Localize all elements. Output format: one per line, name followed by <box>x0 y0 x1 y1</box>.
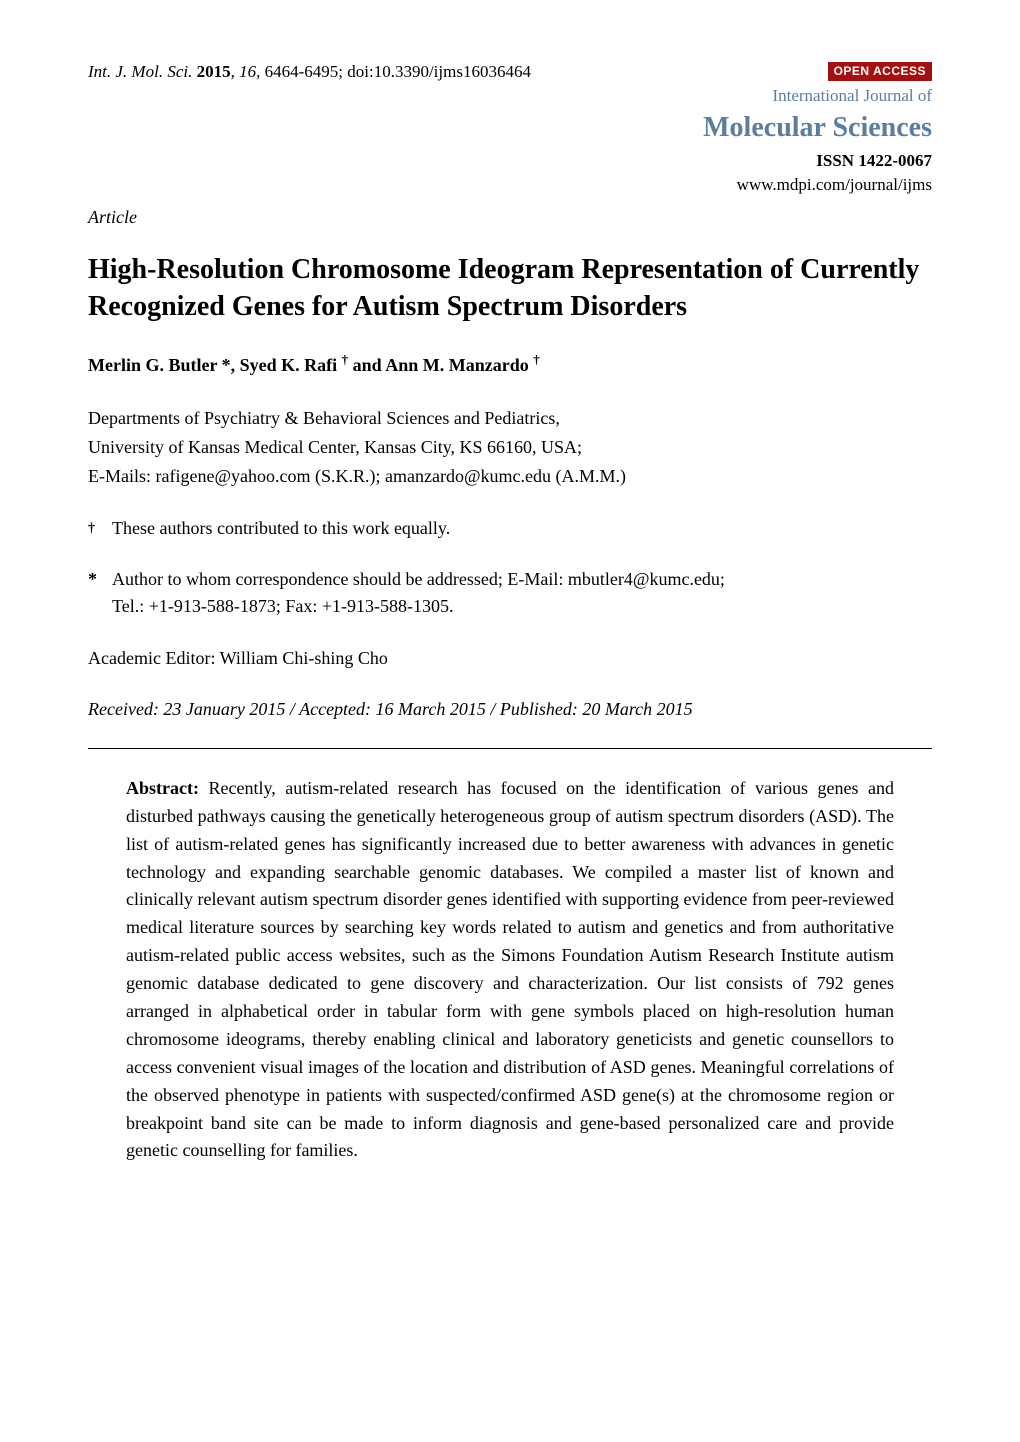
footnote-star-sym: * <box>88 566 112 620</box>
journal-pages: 6464-6495 <box>265 62 339 81</box>
footnote-star-line-1: Author to whom correspondence should be … <box>112 566 725 593</box>
affiliation-line-2: University of Kansas Medical Center, Kan… <box>88 433 932 462</box>
author-1: Merlin G. Butler *, <box>88 355 240 375</box>
open-access-badge: OPEN ACCESS <box>828 62 932 81</box>
footnote-star-line-2: Tel.: +1-913-588-1873; Fax: +1-913-588-1… <box>112 593 725 620</box>
journal-doi: doi:10.3390/ijms16036464 <box>347 62 531 81</box>
author-3: Ann M. Manzardo <box>385 355 533 375</box>
authors: Merlin G. Butler *, Syed K. Rafi † and A… <box>88 351 932 378</box>
journal-brand: OPEN ACCESS International Journal of Mol… <box>703 60 932 197</box>
footnote-star-text: Author to whom correspondence should be … <box>112 566 725 620</box>
affiliation-line-3: E-Mails: rafigene@yahoo.com (S.K.R.); am… <box>88 462 932 491</box>
journal-issn: ISSN 1422-0067 <box>703 149 932 173</box>
article-dates: Received: 23 January 2015 / Accepted: 16… <box>88 697 932 722</box>
author-and: and <box>348 355 385 375</box>
page-header: Int. J. Mol. Sci. 2015, 16, 6464-6495; d… <box>88 60 932 197</box>
affiliation-line-1: Departments of Psychiatry & Behavioral S… <box>88 404 932 433</box>
journal-url: www.mdpi.com/journal/ijms <box>703 173 932 197</box>
academic-editor: Academic Editor: William Chi-shing Cho <box>88 646 932 671</box>
journal-title-prefix: International Journal of <box>703 84 932 108</box>
affiliation: Departments of Psychiatry & Behavioral S… <box>88 404 932 490</box>
divider <box>88 748 932 749</box>
author-2: Syed K. Rafi <box>240 355 342 375</box>
footnote-star: * Author to whom correspondence should b… <box>88 566 932 620</box>
article-type: Article <box>88 205 932 230</box>
author-3-sym: † <box>533 352 540 367</box>
footnote-dagger: † These authors contributed to this work… <box>88 515 932 542</box>
journal-title-main: Molecular Sciences <box>703 108 932 147</box>
journal-volume: 16 <box>239 62 256 81</box>
footnote-dagger-sym: † <box>88 515 112 542</box>
abstract-text: Recently, autism-related research has fo… <box>126 778 894 1161</box>
article-title: High-Resolution Chromosome Ideogram Repr… <box>88 252 932 325</box>
journal-abbrev: Int. J. Mol. Sci. <box>88 62 192 81</box>
abstract-label: Abstract: <box>126 778 199 798</box>
footnote-dagger-text: These authors contributed to this work e… <box>112 515 450 542</box>
journal-reference: Int. J. Mol. Sci. 2015, 16, 6464-6495; d… <box>88 60 531 84</box>
journal-year: 2015 <box>197 62 231 81</box>
abstract: Abstract: Recently, autism-related resea… <box>88 775 932 1165</box>
